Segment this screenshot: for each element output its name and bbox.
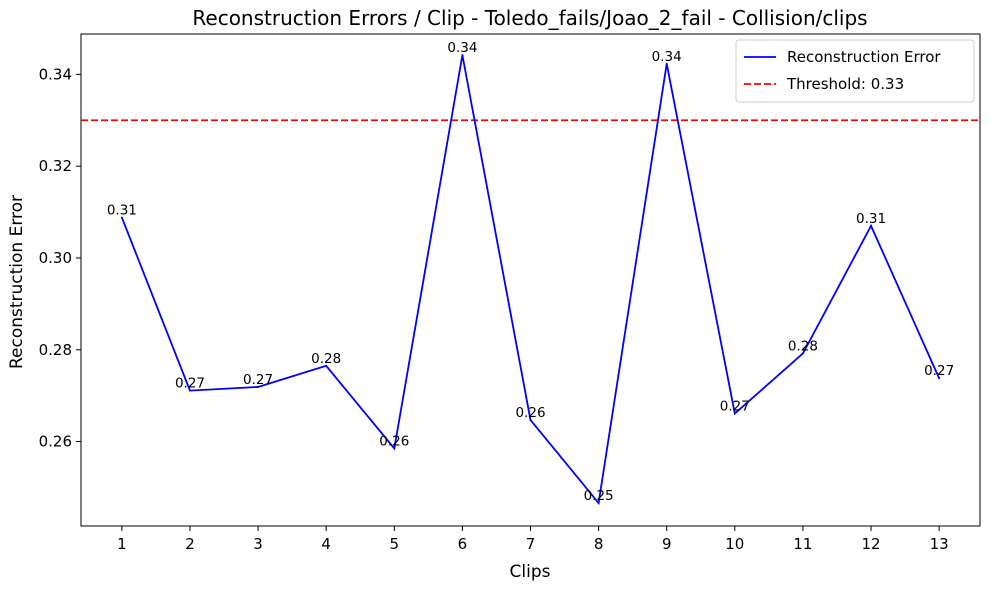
x-tick-label: 7 — [526, 535, 536, 553]
y-tick-label: 0.26 — [39, 433, 72, 451]
data-label: 0.28 — [788, 338, 818, 354]
data-label: 0.27 — [175, 376, 205, 392]
x-axis-label: Clips — [510, 562, 551, 582]
data-label: 0.34 — [652, 49, 682, 65]
data-point — [461, 54, 464, 57]
data-point — [870, 224, 873, 227]
data-label: 0.25 — [584, 488, 614, 504]
data-point — [597, 502, 600, 505]
x-tick-label: 2 — [185, 535, 195, 553]
data-point — [801, 352, 804, 355]
data-label: 0.34 — [447, 40, 477, 56]
data-label: 0.27 — [720, 399, 750, 415]
data-point — [665, 62, 668, 65]
legend-label-threshold: Threshold: 0.33 — [786, 75, 904, 93]
x-tick-label: 12 — [861, 535, 880, 553]
data-point — [393, 447, 396, 450]
x-tick-label: 1 — [117, 535, 127, 553]
x-tick-label: 6 — [458, 535, 468, 553]
x-tick-label: 4 — [321, 535, 331, 553]
data-point — [938, 377, 941, 380]
data-label: 0.31 — [107, 203, 137, 219]
y-axis-label: Reconstruction Error — [7, 195, 27, 369]
plot-area: 1 2 3 4 5 6 7 8 9 10 11 12 130.260.280.300.320.340.3… — [39, 33, 981, 553]
legend-box — [735, 39, 975, 103]
x-tick-label: 5 — [390, 535, 400, 553]
data-label: 0.27 — [243, 372, 273, 388]
x-tick-label: 11 — [793, 535, 812, 553]
y-tick-label: 0.32 — [39, 157, 72, 175]
x-tick-label: 10 — [725, 535, 744, 553]
data-label: 0.28 — [311, 351, 341, 367]
legend: Reconstruction Error Threshold: 0.33 — [735, 39, 975, 103]
x-tick-label: 9 — [662, 535, 672, 553]
data-label: 0.31 — [856, 211, 886, 227]
data-label: 0.27 — [924, 363, 954, 379]
plot-frame — [80, 33, 981, 527]
data-label: 0.26 — [379, 433, 409, 449]
series-line — [121, 54, 940, 506]
x-tick-label: 8 — [594, 535, 604, 553]
chart-title: Reconstruction Errors / Clip - Toledo_fa… — [192, 6, 867, 30]
x-tick-label: 13 — [930, 535, 949, 553]
y-tick-label: 0.30 — [39, 249, 72, 267]
data-point — [529, 418, 532, 421]
data-point — [733, 412, 736, 415]
y-tick-label: 0.34 — [39, 65, 72, 83]
data-label: 0.26 — [515, 405, 545, 421]
legend-label-series: Reconstruction Error — [787, 48, 941, 66]
data-point — [257, 385, 260, 388]
y-tick-label: 0.28 — [39, 341, 72, 359]
data-point — [120, 216, 123, 219]
data-point — [188, 389, 191, 392]
data-point — [325, 364, 328, 367]
x-tick-label: 3 — [253, 535, 263, 553]
